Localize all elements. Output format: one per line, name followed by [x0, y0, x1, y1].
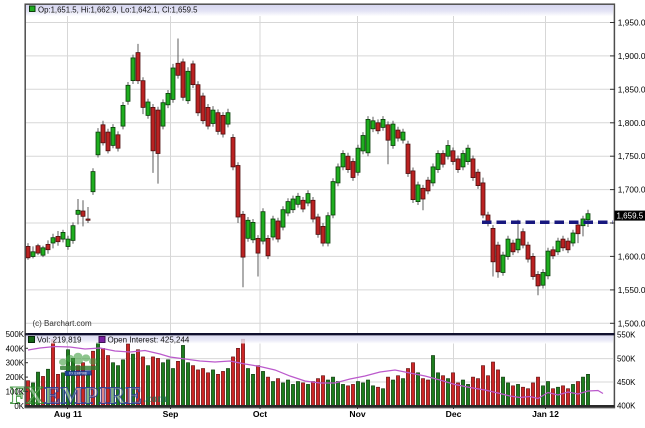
- svg-text:Jan 12: Jan 12: [532, 409, 559, 419]
- svg-text:1,900.0: 1,900.0: [618, 51, 645, 61]
- svg-text:Aug 11: Aug 11: [54, 409, 82, 419]
- svg-text:1,850.0: 1,850.0: [618, 84, 645, 94]
- svg-text:Sep: Sep: [163, 409, 179, 419]
- svg-text:1,600.0: 1,600.0: [618, 251, 645, 261]
- svg-text:100K: 100K: [6, 388, 25, 397]
- svg-text:1,800.0: 1,800.0: [618, 118, 645, 128]
- svg-text:Nov: Nov: [349, 409, 365, 419]
- svg-text:400K: 400K: [617, 401, 636, 410]
- svg-text:0K: 0K: [14, 402, 24, 411]
- svg-text:1,950.0: 1,950.0: [618, 18, 645, 28]
- svg-text:Oct: Oct: [253, 409, 267, 419]
- svg-text:1,700.0: 1,700.0: [618, 185, 645, 195]
- svg-text:400K: 400K: [6, 344, 25, 353]
- svg-text:1,659.5: 1,659.5: [617, 211, 644, 220]
- svg-text:Vol: 219,819: Vol: 219,819: [37, 336, 82, 345]
- svg-text:450K: 450K: [617, 378, 636, 387]
- svg-text:(c) Barchart.com: (c) Barchart.com: [33, 319, 92, 328]
- svg-text:Dec: Dec: [446, 409, 462, 419]
- svg-text:Open Interest: 425,244: Open Interest: 425,244: [108, 336, 190, 345]
- svg-text:1,550.0: 1,550.0: [618, 285, 645, 295]
- svg-text:.com: .com: [143, 391, 167, 405]
- svg-text:500K: 500K: [617, 355, 636, 364]
- svg-text:500K: 500K: [6, 330, 25, 339]
- svg-text:550K: 550K: [617, 330, 636, 339]
- svg-text:300K: 300K: [6, 359, 25, 368]
- svg-text:200K: 200K: [6, 373, 25, 382]
- svg-text:1,750.0: 1,750.0: [618, 151, 645, 161]
- svg-text:FX EMPIRE: FX EMPIRE: [69, 371, 88, 375]
- svg-text:Op:1,651.5, Hi:1,662.9, Lo:1,6: Op:1,651.5, Hi:1,662.9, Lo:1,642.1, Cl:1…: [38, 6, 198, 15]
- svg-text:1,500.0: 1,500.0: [618, 318, 645, 328]
